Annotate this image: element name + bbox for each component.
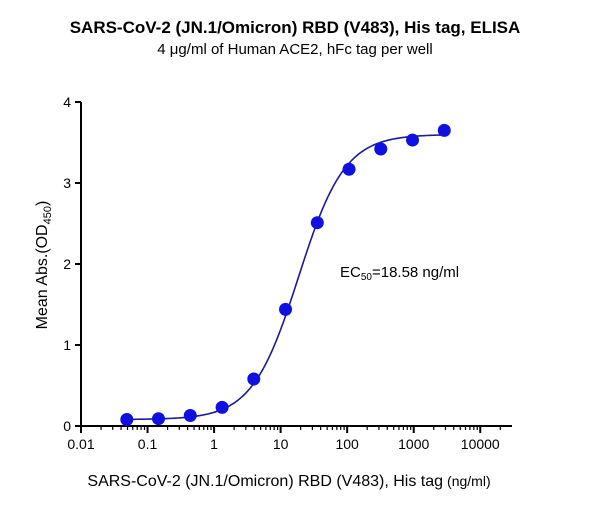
plot-area: 0 1 2 3 4 0.01 0.1 1 10 100 1000 10000 xyxy=(63,94,512,452)
x-tick-label: 0.1 xyxy=(138,436,158,452)
chart-title: SARS-CoV-2 (JN.1/Omicron) RBD (V483), Hi… xyxy=(69,18,521,37)
y-axis-label-end: ) xyxy=(34,201,51,206)
x-tick-label: 10 xyxy=(273,436,289,452)
y-axis-label-main: Mean Abs.(OD xyxy=(34,224,51,329)
data-point xyxy=(437,123,451,137)
data-point xyxy=(247,372,261,386)
x-axis-label: SARS-CoV-2 (JN.1/Omicron) RBD (V483), Hi… xyxy=(87,473,490,490)
y-axis-label-subscript: 450 xyxy=(42,206,54,224)
data-point xyxy=(120,413,134,427)
data-point xyxy=(310,216,324,230)
data-point xyxy=(151,412,165,426)
data-point xyxy=(279,302,293,316)
ec50-label-main: EC xyxy=(340,264,361,281)
ec50-label-subscript: 50 xyxy=(361,272,373,283)
data-point xyxy=(342,162,356,176)
chart-subtitle: 4 μg/ml of Human ACE2, hFc tag per well xyxy=(157,41,433,58)
y-tick-label: 0 xyxy=(63,418,71,434)
x-tick-label: 1 xyxy=(210,436,218,452)
y-axis-label: Mean Abs.(OD450) xyxy=(34,201,54,330)
ec50-label-value: =18.58 ng/ml xyxy=(372,264,459,281)
data-point xyxy=(406,133,420,147)
x-tick-label: 1000 xyxy=(398,436,429,452)
fit-curve xyxy=(126,134,445,421)
y-tick-label: 1 xyxy=(63,337,71,353)
x-axis-label-unit: (ng/ml) xyxy=(447,473,491,489)
data-point xyxy=(183,408,197,422)
y-tick-label: 3 xyxy=(63,175,71,191)
x-tick-label: 0.01 xyxy=(67,436,94,452)
x-axis-label-main: SARS-CoV-2 (JN.1/Omicron) RBD (V483), Hi… xyxy=(87,473,443,490)
data-point xyxy=(374,142,388,156)
y-tick-label: 2 xyxy=(63,256,71,272)
x-tick-label: 100 xyxy=(335,436,359,452)
ec50-annotation: EC50=18.58 ng/ml xyxy=(340,264,459,283)
data-point xyxy=(215,400,229,414)
x-tick-label: 10000 xyxy=(461,436,500,452)
y-tick-label: 4 xyxy=(63,94,71,110)
